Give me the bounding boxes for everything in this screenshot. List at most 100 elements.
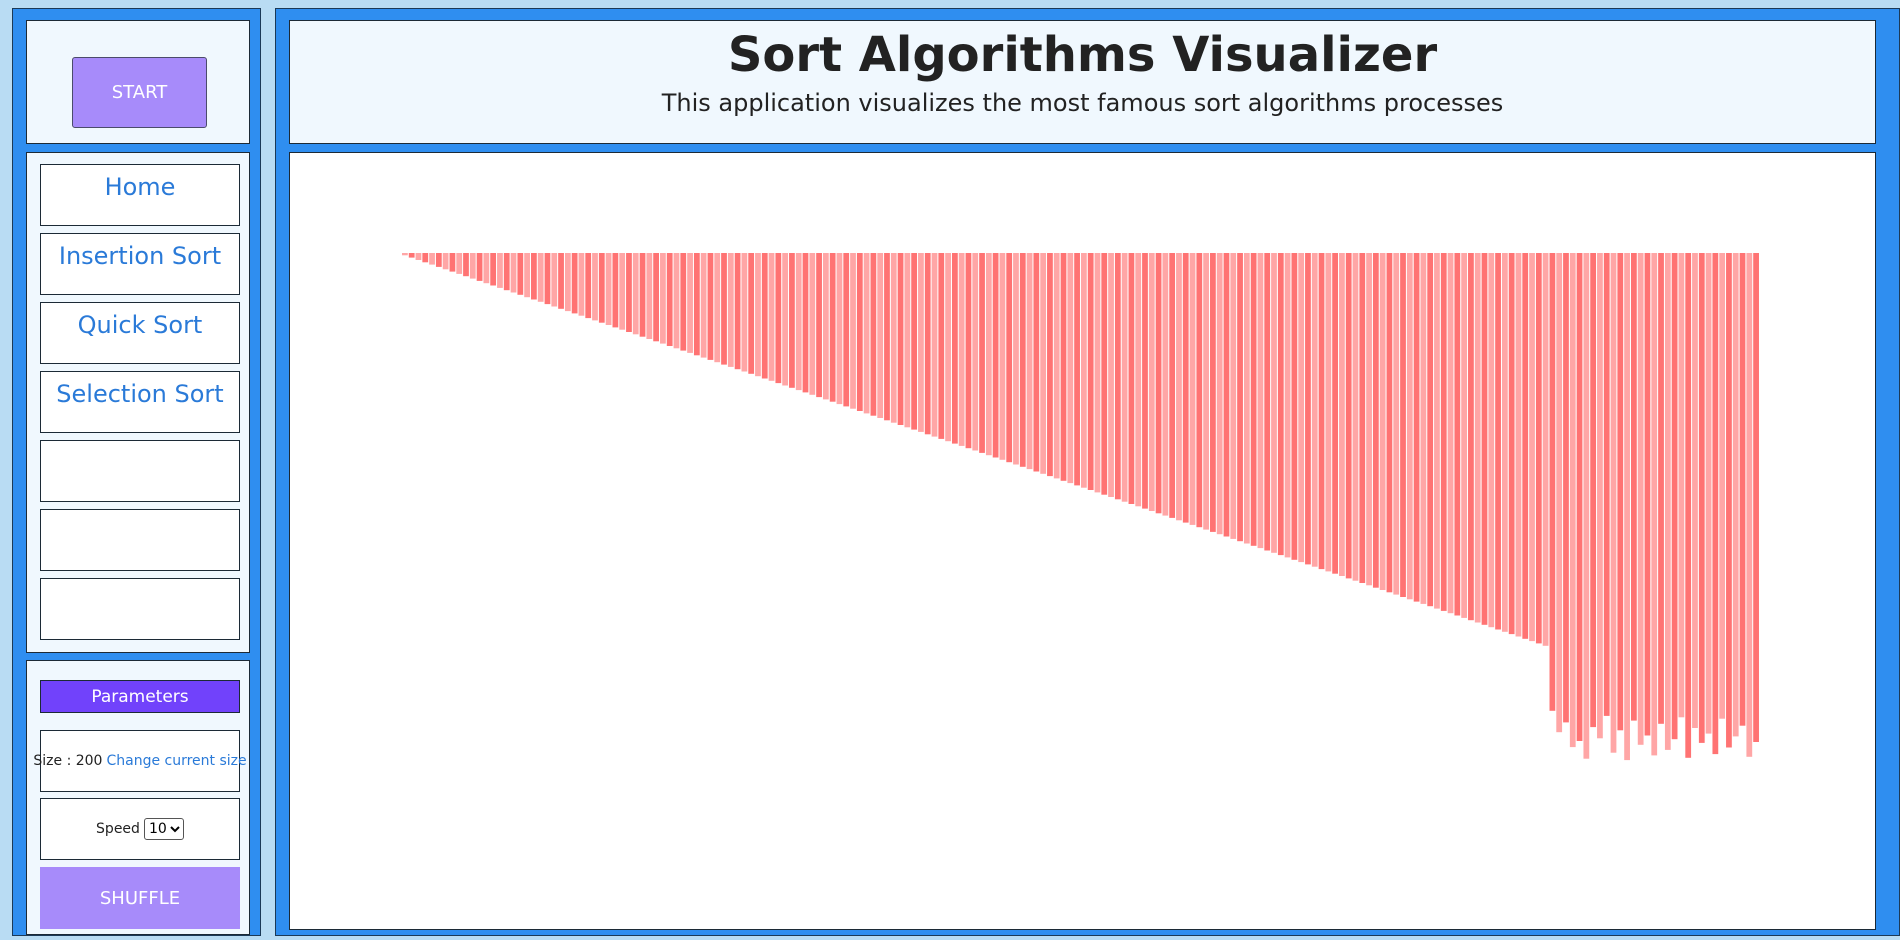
array-bar xyxy=(1325,253,1332,572)
nav-item-insertion-sort[interactable]: Insertion Sort xyxy=(40,233,240,295)
array-bar xyxy=(768,253,775,381)
array-bar xyxy=(1074,253,1080,486)
array-bar xyxy=(965,253,972,449)
array-bar xyxy=(1271,253,1277,553)
speed-control: Speed 10 xyxy=(40,798,240,860)
array-bar xyxy=(653,253,659,342)
array-bar xyxy=(1447,253,1454,614)
array-bar xyxy=(1434,253,1440,609)
array-bar xyxy=(483,253,490,284)
start-panel: START xyxy=(26,20,250,144)
array-bar xyxy=(1556,253,1563,733)
nav-item-empty[interactable] xyxy=(40,578,240,640)
array-bar xyxy=(782,253,789,386)
array-bar xyxy=(1617,253,1624,731)
array-bar xyxy=(1264,253,1271,551)
array-bar xyxy=(1176,253,1182,521)
array-bar xyxy=(1739,253,1746,726)
array-bar xyxy=(1468,253,1474,621)
array-bar xyxy=(422,253,429,263)
array-bar xyxy=(1298,253,1305,563)
array-bar xyxy=(1162,253,1169,516)
nav-item-empty[interactable] xyxy=(40,509,240,571)
array-bar xyxy=(761,253,768,379)
array-bar xyxy=(456,253,463,274)
array-bar xyxy=(1359,253,1366,583)
shuffle-button[interactable]: SHUFFLE xyxy=(40,867,240,929)
array-bar xyxy=(741,253,748,372)
speed-select[interactable]: 10 xyxy=(143,818,184,840)
array-bar xyxy=(1094,253,1101,493)
array-bar xyxy=(816,253,822,398)
array-bar xyxy=(476,253,483,281)
array-bar xyxy=(660,253,666,344)
array-bar xyxy=(592,253,598,321)
array-bar xyxy=(1237,253,1243,542)
size-label: Size : 200 xyxy=(33,753,103,769)
array-bar xyxy=(1678,253,1685,718)
nav-item-home[interactable]: Home xyxy=(40,164,240,226)
array-bar xyxy=(870,253,877,416)
array-bar xyxy=(666,253,673,346)
nav-item-empty[interactable] xyxy=(40,440,240,502)
array-bar xyxy=(1746,253,1753,757)
array-bar xyxy=(619,253,626,330)
array-bar xyxy=(1515,253,1522,637)
page-subtitle: This application visualizes the most fam… xyxy=(661,89,1504,117)
array-bar xyxy=(1644,253,1651,736)
array-bar xyxy=(1352,253,1359,581)
array-bar xyxy=(1169,253,1176,518)
page-title: Sort Algorithms Visualizer xyxy=(727,27,1438,83)
array-bar xyxy=(1013,253,1019,465)
array-bar xyxy=(1501,253,1508,632)
array-bar xyxy=(1576,253,1583,741)
array-bar xyxy=(1155,253,1162,514)
array-bar xyxy=(1386,253,1393,593)
array-bar xyxy=(524,253,530,298)
change-size-link[interactable]: Change current size xyxy=(106,753,247,769)
bars-chart xyxy=(402,253,1759,761)
array-bar xyxy=(809,253,816,395)
array-bar xyxy=(1664,253,1671,750)
array-bar xyxy=(1277,253,1284,556)
array-bar xyxy=(836,253,843,405)
array-bar xyxy=(999,253,1006,460)
nav-item-quick-sort[interactable]: Quick Sort xyxy=(40,302,240,364)
array-bar xyxy=(1583,253,1590,759)
array-bar xyxy=(1047,253,1053,477)
array-bar xyxy=(721,253,727,365)
array-bar xyxy=(1610,253,1617,753)
parameters-header: Parameters xyxy=(40,680,240,713)
array-bar xyxy=(1427,253,1434,607)
array-bar xyxy=(1305,253,1311,565)
array-bar xyxy=(558,253,564,309)
array-bar xyxy=(490,253,497,286)
array-bar xyxy=(1189,253,1196,525)
array-bar xyxy=(1719,253,1726,719)
array-bar xyxy=(979,253,985,453)
array-bar xyxy=(897,253,904,425)
nav-item-selection-sort[interactable]: Selection Sort xyxy=(40,371,240,433)
array-bar xyxy=(639,253,646,337)
array-bar xyxy=(1671,253,1678,740)
array-bar xyxy=(1216,253,1223,535)
algorithm-nav: Home Insertion Sort Quick Sort Selection… xyxy=(26,152,250,653)
array-bar xyxy=(1549,253,1556,711)
speed-label: Speed xyxy=(96,821,140,837)
array-bar xyxy=(564,253,571,312)
array-bar xyxy=(1603,253,1610,716)
array-bar xyxy=(1366,253,1372,586)
array-bar xyxy=(1223,253,1230,537)
array-bar xyxy=(1318,253,1325,570)
array-bar xyxy=(408,253,415,258)
array-bar xyxy=(1597,253,1603,739)
array-bar xyxy=(585,253,592,319)
array-bar xyxy=(442,253,449,270)
array-bar xyxy=(435,253,442,267)
array-bar xyxy=(992,253,999,458)
parameters-panel: Parameters Size : 200 Change current siz… xyxy=(26,660,250,935)
start-button[interactable]: START xyxy=(72,57,207,128)
array-bar xyxy=(958,253,965,446)
array-bar xyxy=(1563,253,1569,723)
array-bar xyxy=(687,253,693,353)
